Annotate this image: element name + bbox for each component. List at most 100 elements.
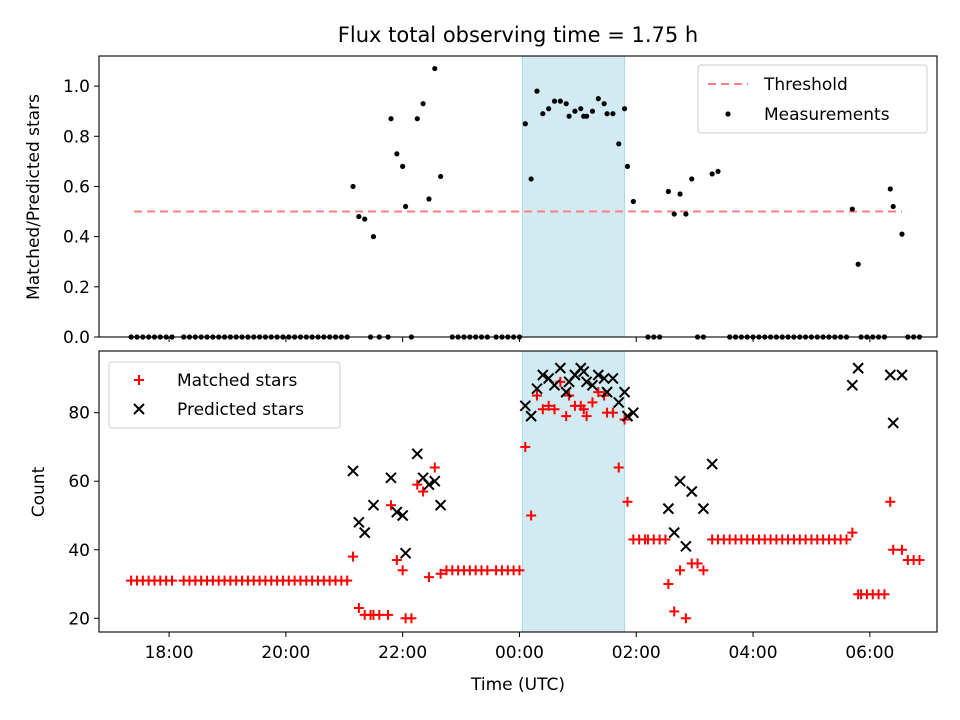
matched-star-point [549,404,560,415]
matched-star-point [587,397,598,408]
matched-star-point [663,579,674,590]
bottom-axes-frame [98,350,938,633]
matched-star-point [423,572,434,583]
measurement-point [432,65,438,72]
x-tick-label: 04:00 [729,643,778,663]
matched-star-point [391,555,402,566]
measurement-point [616,141,622,147]
predicted-star-point [852,362,864,374]
predicted-star-point [385,472,397,484]
predicted-star-point [674,475,686,487]
measurement-point [557,98,563,104]
bottom-count-points [126,362,925,624]
measurement-point [621,106,628,112]
measurement-point [400,163,406,169]
bottom-y-tick-label: 20 [68,609,90,629]
top-y-tick-label: 0.8 [63,127,90,147]
matched-star-point [482,565,493,576]
measurement-point [563,101,569,107]
bottom-observing-span [521,350,626,633]
predicted-star-point [347,465,359,477]
measurement-point [601,101,607,107]
top-y-tick-label: 0.0 [63,328,90,348]
predicted-star-point [884,369,896,381]
measurement-point [356,213,362,220]
predicted-star-point [429,475,441,487]
predicted-star-point [411,448,423,460]
legend-predicted-label: Predicted stars [177,400,304,420]
top-y-tick-label: 1.0 [63,77,90,97]
x-tick-label: 02:00 [612,643,661,663]
measurement-point [665,188,671,195]
matched-star-point [669,606,680,617]
measurement-point [595,96,601,102]
top-panel: 0.0 0.2 0.4 0.6 0.8 1.0 Matched/Predicted sta… [24,55,938,348]
predicted-star-point [525,410,537,422]
top-y-tick-label: 0.4 [63,228,90,248]
predicted-star-point [399,547,412,559]
measurement-point [522,121,528,127]
x-tick-label: 18:00 [145,643,194,663]
measurement-point [578,106,584,112]
matched-star-point [374,609,385,620]
predicted-star-point [353,516,365,529]
predicted-star-point [577,365,590,378]
matched-star-point [578,404,589,415]
top-y-axis-label: Matched/Predicted stars [24,94,44,300]
measurement-point [546,106,552,112]
measurement-point [604,111,610,117]
predicted-star-point [607,372,619,385]
measurement-point [887,186,893,192]
legend-measurements-label: Measurements [764,105,890,125]
measurement-point [689,176,695,182]
top-y-tick-label: 0.2 [63,278,90,298]
predicted-star-point [697,502,710,515]
measurement-point [566,113,572,119]
measurement-point [540,111,546,117]
matched-star-point [914,555,925,566]
predicted-star-point [846,379,859,391]
top-axes-frame [98,55,938,338]
matched-star-point [680,613,691,624]
measurement-point [388,116,394,122]
bottom-shaded-span [521,350,626,633]
measurement-point [362,216,368,222]
predicted-star-point [680,540,692,553]
bottom-legend-box [108,361,341,429]
matched-star-point [531,390,542,401]
measurement-point [589,108,596,114]
legend-predicted-swatch [133,403,145,415]
measurement-point [610,111,616,117]
measurement-point [709,171,715,177]
predicted-star-point [706,458,718,470]
top-observing-span [521,55,626,338]
matched-star-point [406,613,417,624]
measurement-point [394,151,400,157]
matched-star-point [412,479,423,490]
legend-matched-label: Matched stars [177,371,297,391]
predicted-star-point [586,379,599,391]
matched-star-point [342,575,353,586]
matched-star-point [841,534,852,545]
measurement-point [370,234,377,240]
measurement-point [683,211,689,217]
matched-star-point [514,565,525,576]
top-y-tick-label: 0.6 [63,177,90,197]
measurement-point [534,88,540,94]
top-y-tick-labels: 0.0 0.2 0.4 0.6 0.8 1.0 [63,77,871,348]
legend-threshold-label: Threshold [763,75,848,95]
matched-star-point [613,462,624,473]
matched-star-point [896,544,907,555]
predicted-star-point [580,376,593,388]
matched-star-point [526,510,537,521]
figure-title: Flux total observing time = 1.75 h [338,23,698,47]
x-tick-label: 20:00 [261,643,310,663]
matched-star-point [885,496,896,507]
bottom-y-tick-labels: 20 40 60 80 [68,404,99,629]
predicted-star-point [537,369,549,381]
matched-star-point [660,534,671,545]
predicted-star-point [686,485,698,498]
measurement-point [551,98,558,104]
top-shaded-span [521,55,626,338]
measurement-point [899,231,905,237]
